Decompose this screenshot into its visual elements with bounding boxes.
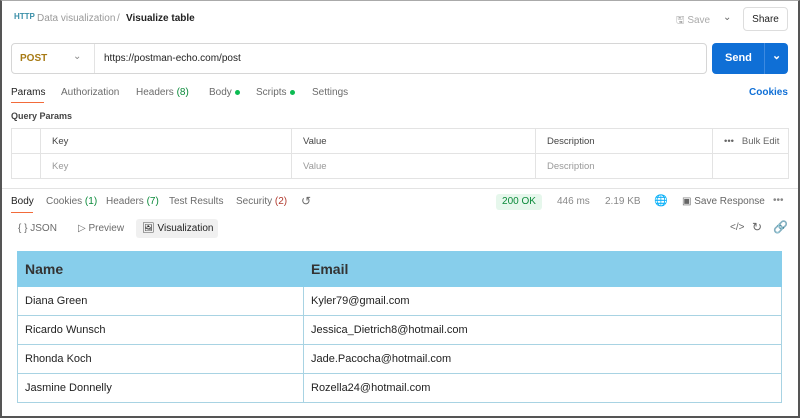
key-input[interactable]: Key: [40, 153, 292, 179]
page-title: Visualize table: [126, 13, 195, 24]
table-row: Jasmine Donnelly Rozella24@hotmail.com: [17, 373, 782, 403]
image-icon: ▣: [682, 196, 692, 207]
tab-authorization[interactable]: Authorization: [61, 87, 120, 98]
indicator-dot: [289, 89, 295, 95]
checkbox-cell: [11, 128, 41, 154]
url-bar: [11, 43, 707, 74]
tab-security[interactable]: Security (2): [236, 196, 287, 207]
column-key: Key: [40, 128, 292, 154]
table-row: Ricardo Wunsch Jessica_Dietrich8@hotmail.…: [17, 315, 782, 345]
count-badge: (1): [84, 196, 98, 207]
query-params-table: Key Value Description ••• Bulk Edit Key Valu…: [11, 128, 789, 179]
value-input[interactable]: Value: [291, 153, 536, 179]
link-icon[interactable]: 🔗: [773, 220, 788, 234]
response-size: 2.19 KB: [605, 196, 641, 207]
tab-label: Headers: [106, 196, 144, 207]
globe-lock-icon[interactable]: 🌐: [654, 195, 668, 207]
view-label: Preview: [88, 223, 125, 234]
cell-name: Ricardo Wunsch: [17, 315, 304, 345]
status-badge: 200 OK: [496, 194, 542, 210]
cell-name: Rhonda Koch: [17, 344, 304, 374]
play-icon: ▷: [78, 223, 86, 234]
tab-test-results[interactable]: Test Results: [169, 196, 224, 207]
tab-scripts[interactable]: Scripts: [256, 87, 295, 98]
chevron-down-icon[interactable]: ⌄: [73, 51, 82, 62]
cell-name: Jasmine Donnelly: [17, 373, 304, 403]
save-button[interactable]: 🖫 Save: [676, 13, 710, 30]
tab-headers[interactable]: Headers (8): [136, 87, 189, 98]
save-response-button[interactable]: ▣ Save Response: [682, 196, 765, 207]
share-button[interactable]: Share: [743, 7, 788, 31]
method-select[interactable]: POST: [20, 53, 48, 64]
count-badge: (8): [176, 87, 189, 98]
indicator-dot: [234, 89, 240, 95]
view-json[interactable]: { } JSON: [18, 223, 57, 234]
empty-cell: [712, 153, 789, 179]
cell-email: Jessica_Dietrich8@hotmail.com: [303, 315, 782, 345]
tab-body[interactable]: Body: [209, 87, 240, 98]
query-params-title: Query Params: [11, 111, 73, 121]
tab-params[interactable]: Params: [11, 87, 46, 98]
tab-label: Headers: [136, 87, 174, 98]
tab-label: Security: [236, 196, 273, 207]
table-row: Rhonda Koch Jade.Pacocha@hotmail.com: [17, 344, 782, 374]
active-tab-underline: [11, 212, 33, 213]
response-time: 446 ms: [557, 196, 590, 207]
http-icon: HTTP: [14, 12, 35, 21]
breadcrumb-separator: /: [117, 13, 120, 24]
history-icon[interactable]: ↺: [301, 194, 312, 208]
view-label: Visualization: [157, 223, 214, 234]
tab-label: Body: [209, 87, 232, 98]
send-button[interactable]: Send ⌄: [712, 43, 788, 74]
tab-response-body[interactable]: Body: [11, 196, 34, 207]
save-options-chevron-icon[interactable]: ⌄: [723, 12, 732, 23]
cell-name: Diana Green: [17, 286, 304, 316]
braces-icon: { }: [18, 223, 28, 234]
bulk-edit-button[interactable]: ••• Bulk Edit: [712, 128, 789, 154]
view-label: JSON: [30, 223, 57, 234]
send-label: Send: [725, 52, 752, 64]
cell-email: Rozella24@hotmail.com: [303, 373, 782, 403]
code-icon[interactable]: </>: [730, 222, 745, 233]
tab-label: Cookies: [46, 196, 83, 207]
divider: [94, 44, 95, 73]
count-badge: (7): [146, 196, 159, 207]
column-description: Description: [535, 128, 713, 154]
cookies-link[interactable]: Cookies: [749, 87, 788, 98]
image-icon: 🖼: [142, 223, 155, 234]
refresh-icon[interactable]: ↻: [752, 220, 763, 234]
tab-response-headers[interactable]: Headers (7): [106, 196, 159, 207]
divider: [2, 188, 798, 189]
tab-response-cookies[interactable]: Cookies (1): [46, 196, 97, 207]
column-value: Value: [291, 128, 536, 154]
table-row: Diana Green Kyler79@gmail.com: [17, 286, 782, 316]
view-visualization[interactable]: 🖼 Visualization: [136, 219, 218, 238]
save-response-label: Save Response: [694, 196, 765, 207]
url-input[interactable]: https://postman-echo.com/post: [104, 53, 241, 64]
save-icon: 🖫: [676, 15, 685, 26]
visualization-table: Name Email Diana Green Kyler79@gmail.com R…: [17, 251, 782, 403]
tab-settings[interactable]: Settings: [312, 87, 349, 98]
tab-label: Scripts: [256, 87, 287, 98]
cell-email: Jade.Pacocha@hotmail.com: [303, 344, 782, 374]
breadcrumb-parent[interactable]: Data visualization: [37, 13, 116, 24]
checkbox-cell: [11, 153, 41, 179]
description-input[interactable]: Description: [535, 153, 713, 179]
cell-email: Kyler79@gmail.com: [303, 286, 782, 316]
bulk-edit-label: Bulk Edit: [741, 135, 780, 147]
divider: [764, 43, 765, 74]
column-email: Email: [303, 251, 782, 287]
count-badge: (2): [274, 196, 288, 207]
more-icon[interactable]: •••: [773, 195, 784, 206]
save-label: Save: [687, 15, 711, 26]
column-name: Name: [17, 251, 304, 287]
view-preview[interactable]: ▷ Preview: [78, 223, 124, 234]
chevron-down-icon[interactable]: ⌄: [772, 50, 782, 62]
active-tab-underline: [11, 102, 44, 103]
